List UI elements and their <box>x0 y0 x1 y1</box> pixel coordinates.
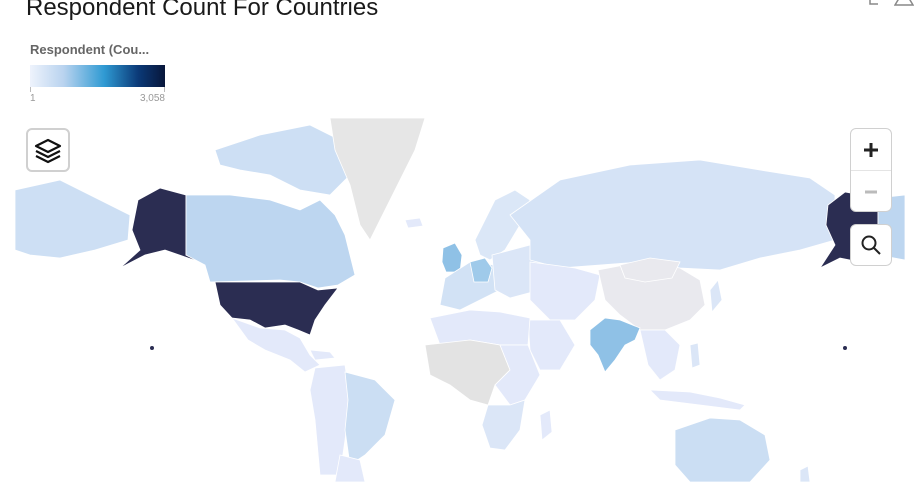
region-australia[interactable] <box>674 417 771 482</box>
warning-icon[interactable] <box>894 0 914 6</box>
layers-button[interactable] <box>26 128 70 172</box>
region-united-states[interactable] <box>214 281 339 336</box>
world-map-svg[interactable] <box>15 117 905 482</box>
region-canada[interactable] <box>185 194 356 289</box>
region-mongolia[interactable] <box>619 257 681 283</box>
region-india[interactable] <box>589 317 641 373</box>
export-icon[interactable] <box>868 0 880 6</box>
plus-icon <box>864 142 878 157</box>
region-russia[interactable] <box>509 159 836 271</box>
region-iceland[interactable] <box>404 217 424 229</box>
top-toolbar <box>868 0 914 6</box>
legend-ticks <box>30 87 165 92</box>
zoom-in-button[interactable] <box>851 129 891 171</box>
region-central-asia[interactable] <box>529 261 601 321</box>
region-caribbean[interactable] <box>309 349 336 361</box>
region-madagascar[interactable] <box>539 409 553 441</box>
region-southern-cone[interactable] <box>334 454 366 482</box>
region-central-africa[interactable] <box>424 339 511 406</box>
region-united-kingdom[interactable] <box>441 242 463 273</box>
region-north-africa[interactable] <box>429 309 531 346</box>
region-mexico[interactable] <box>230 317 321 373</box>
region-brazil[interactable] <box>344 371 396 466</box>
page-title: Respondent Count For Countries <box>26 0 379 21</box>
map-search-button[interactable] <box>850 224 892 266</box>
region-alaska[interactable] <box>119 187 201 269</box>
legend-title: Respondent (Cou... <box>30 42 150 57</box>
region-new-zealand[interactable] <box>799 465 811 482</box>
region-greenland[interactable] <box>329 117 426 241</box>
legend-min-label: 1 <box>30 93 36 104</box>
magnifier-icon <box>861 235 881 255</box>
choropleth-map[interactable] <box>15 117 905 482</box>
region-hawaii[interactable] <box>150 346 154 350</box>
zoom-out-button[interactable] <box>851 171 891 211</box>
region-arctic-islands[interactable] <box>214 124 351 196</box>
region-germany[interactable] <box>469 257 493 283</box>
legend-max-label: 3,058 <box>139 93 165 104</box>
minus-icon <box>865 190 877 193</box>
region-far-east-left[interactable] <box>15 179 131 259</box>
region-japan[interactable] <box>709 279 723 313</box>
region-southeast-asia[interactable] <box>639 329 681 381</box>
zoom-controls <box>850 128 892 212</box>
layers-icon <box>34 138 62 164</box>
region-philippines[interactable] <box>689 342 701 369</box>
legend-gradient <box>30 65 165 87</box>
region-southern-africa[interactable] <box>481 399 526 451</box>
region-indonesia[interactable] <box>648 389 746 411</box>
region-hawaii-right[interactable] <box>843 346 847 350</box>
